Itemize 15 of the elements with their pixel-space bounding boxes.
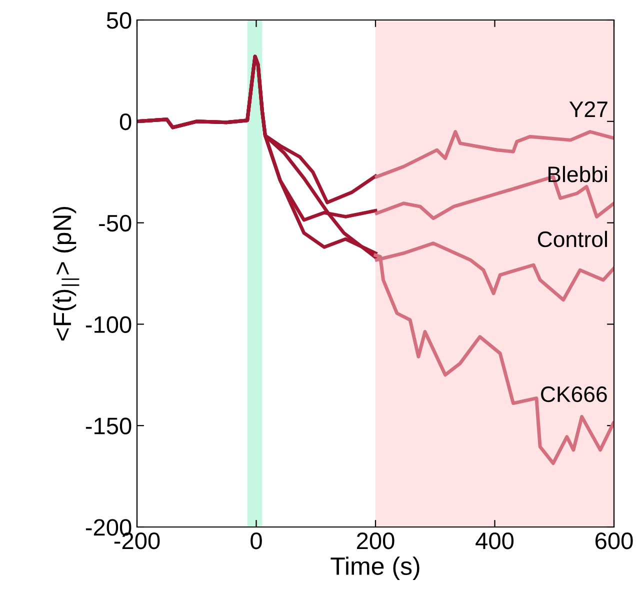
y-tick-label: -50 [99, 214, 132, 232]
series-label: CK666 [541, 386, 607, 402]
x-tick-label: 200 [356, 532, 394, 550]
x-tick-label: 0 [250, 532, 262, 550]
y-tick-label: 50 [106, 12, 132, 29]
y-axis-title: <F(t)$_{||}$> (pN) [52, 206, 80, 341]
y-tick-label: -100 [86, 316, 132, 333]
series-label: Blebbi [548, 166, 607, 182]
y-tick-label: -150 [86, 418, 132, 434]
x-tick-label: 600 [596, 532, 633, 550]
series-label: Y27 [569, 101, 608, 117]
x-axis-title: Time (s) [330, 556, 420, 580]
x-tick-label: 400 [476, 532, 514, 550]
series-label: Control [538, 230, 607, 248]
y-tick-label: 0 [120, 113, 132, 130]
